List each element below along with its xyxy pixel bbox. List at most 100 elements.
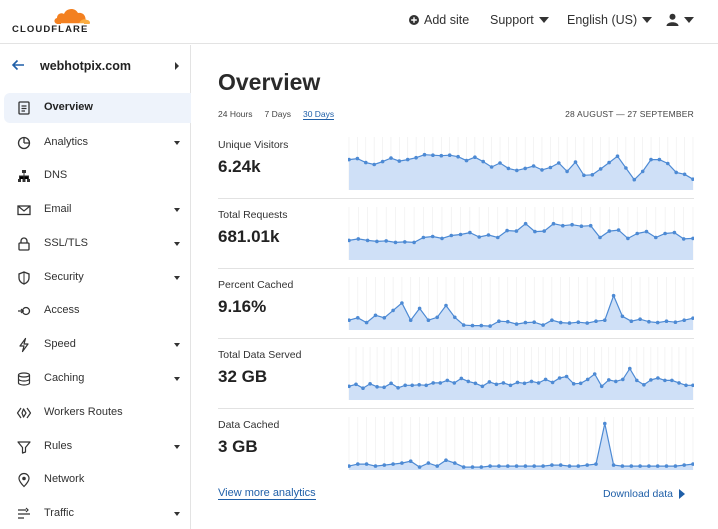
sidebar-item-workers-routes[interactable]: Workers Routes [4, 398, 191, 428]
sparkline-data-cached [348, 417, 694, 470]
range-30-days[interactable]: 30 Days [302, 109, 335, 120]
data-point [453, 315, 457, 320]
data-point [382, 385, 386, 390]
data-point [439, 153, 444, 158]
location-pin-icon [18, 472, 30, 488]
data-point [515, 168, 519, 173]
data-point [452, 381, 457, 385]
cloudflare-logo[interactable]: CLOUDFLARE [12, 5, 94, 37]
data-point [393, 240, 398, 245]
data-point [567, 321, 572, 325]
data-point [497, 319, 501, 323]
data-point [447, 153, 452, 157]
data-point [564, 374, 569, 379]
data-point [523, 221, 528, 226]
funnel-icon [17, 441, 31, 454]
data-point [424, 383, 428, 388]
metric-label: Total Data Served [218, 349, 302, 361]
data-point [663, 378, 667, 383]
data-point [629, 319, 634, 323]
data-point [672, 230, 677, 235]
data-point [656, 376, 660, 380]
data-point [576, 320, 581, 324]
data-point [408, 318, 413, 322]
sidebar-item-overview[interactable]: Overview [4, 93, 191, 123]
data-point [453, 461, 457, 465]
data-point [414, 155, 418, 160]
sidebar-item-dns[interactable]: DNS [4, 161, 191, 191]
data-point [532, 464, 536, 468]
data-point [565, 169, 569, 174]
data-point [458, 232, 463, 237]
data-point [616, 228, 621, 232]
data-point [629, 464, 634, 468]
metric-total-data-served: Total Data Served 32 GB [218, 339, 694, 409]
chevron-down-icon [174, 276, 180, 280]
metric-total-requests: Total Requests 681.01k [218, 199, 694, 269]
data-point [405, 157, 410, 162]
sidebar-item-label: Analytics [44, 136, 89, 148]
data-point [673, 320, 678, 324]
data-point [477, 235, 481, 239]
data-point [468, 230, 472, 235]
database-icon [17, 372, 31, 386]
data-point [531, 164, 536, 168]
data-point [391, 308, 395, 313]
data-point [649, 157, 653, 162]
data-point [514, 322, 519, 326]
data-point [375, 239, 379, 244]
sidebar-item-access[interactable]: Access [4, 296, 191, 326]
divider [218, 268, 694, 269]
data-point [430, 234, 435, 239]
sidebar-item-analytics[interactable]: Analytics [4, 128, 191, 158]
data-point [481, 159, 485, 164]
site-selector[interactable]: webhotpix.com [0, 45, 191, 90]
view-more-analytics-link[interactable]: View more analytics [218, 487, 316, 500]
sidebar-item-label: Security [44, 271, 84, 283]
sidebar-item-network[interactable]: Network [4, 465, 191, 495]
sidebar-item-speed[interactable]: Speed [4, 330, 191, 360]
data-point [356, 316, 360, 320]
sidebar-item-rules[interactable]: Rules [4, 432, 191, 462]
data-point [479, 465, 484, 469]
data-point [389, 381, 393, 386]
sidebar-item-email[interactable]: Email [4, 195, 191, 225]
add-site-button[interactable]: Add site [409, 13, 469, 27]
data-point [403, 240, 407, 244]
sidebar-item-security[interactable]: Security [4, 263, 191, 293]
download-data-button[interactable]: Download data [603, 488, 685, 500]
data-point [410, 383, 414, 388]
data-point [486, 233, 491, 237]
data-point [682, 463, 686, 467]
range-24-hours[interactable]: 24 Hours [218, 109, 253, 119]
range-7-days[interactable]: 7 Days [264, 109, 291, 119]
data-point [644, 229, 649, 234]
language-menu[interactable]: English (US) [567, 13, 653, 27]
divider [218, 338, 694, 339]
data-point [501, 381, 506, 385]
sparkline-area [349, 368, 693, 400]
pie-chart-icon [17, 136, 31, 150]
data-point [607, 378, 611, 382]
data-point [505, 228, 509, 233]
data-point [558, 463, 563, 467]
sidebar-item-caching[interactable]: Caching [4, 364, 191, 394]
data-point [479, 323, 484, 328]
data-point [647, 319, 651, 324]
arrow-left-icon[interactable] [11, 58, 25, 72]
sidebar-item-traffic[interactable]: Traffic [4, 499, 191, 529]
data-point [664, 319, 669, 323]
data-point [421, 235, 426, 240]
data-point [592, 372, 597, 376]
sparkline-unique-visitors [348, 137, 694, 190]
support-menu[interactable]: Support [490, 13, 549, 27]
data-point [382, 463, 387, 467]
user-menu[interactable] [666, 13, 694, 26]
data-point [666, 161, 670, 166]
data-point [594, 462, 598, 466]
data-point [635, 231, 639, 236]
metric-label: Data Cached [218, 419, 280, 431]
sidebar-item-ssl-tls[interactable]: SSL/TLS [4, 229, 191, 259]
chevron-down-icon [174, 343, 180, 347]
data-point [642, 383, 646, 387]
